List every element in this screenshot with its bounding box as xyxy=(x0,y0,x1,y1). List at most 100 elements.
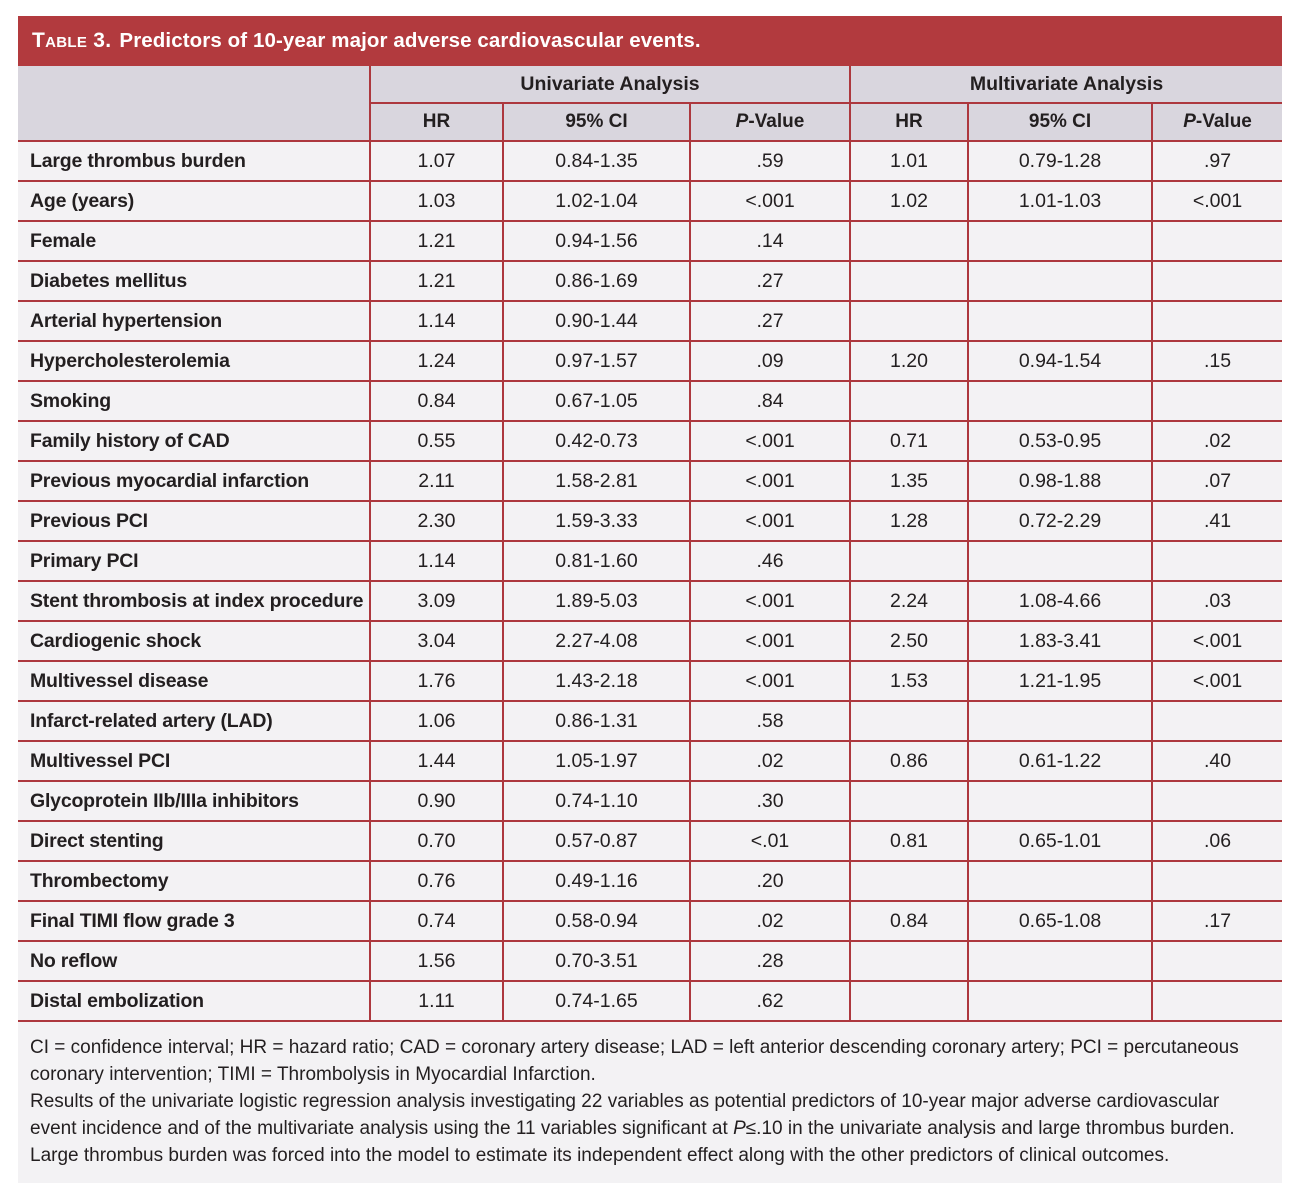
table-title: Predictors of 10-year major adverse card… xyxy=(119,29,701,52)
multivariate-ci-cell: 0.79-1.28 xyxy=(967,140,1154,182)
univariate-pvalue-cell: <.01 xyxy=(688,820,852,862)
multivariate-ci-cell xyxy=(967,220,1154,262)
multivariate-hr-cell xyxy=(849,860,970,902)
table-row: Family history of CAD 0.55 0.42-0.73 <.0… xyxy=(18,420,1283,462)
univariate-hr-cell: 0.74 xyxy=(369,900,504,942)
univariate-ci-cell: 0.94-1.56 xyxy=(502,220,691,262)
table-header: Univariate Analysis Multivariate Analysi… xyxy=(18,66,1283,142)
multivariate-hr-cell: 1.02 xyxy=(849,180,970,222)
univariate-pvalue-cell: <.001 xyxy=(688,580,852,622)
univariate-pvalue-cell: <.001 xyxy=(688,500,852,542)
univariate-ci-cell: 0.74-1.65 xyxy=(502,980,691,1022)
univariate-hr-cell: 2.11 xyxy=(369,460,504,502)
multivariate-pvalue-cell: .07 xyxy=(1151,460,1283,502)
multivariate-ci-cell xyxy=(967,940,1154,982)
table-row: No reflow 1.56 0.70-3.51 .28 xyxy=(18,940,1283,982)
table-row: Infarct-related artery (LAD) 1.06 0.86-1… xyxy=(18,700,1283,742)
multivariate-ci-cell: 0.65-1.08 xyxy=(967,900,1154,942)
univariate-hr-cell: 3.09 xyxy=(369,580,504,622)
table-body: Large thrombus burden 1.07 0.84-1.35 .59… xyxy=(18,140,1283,1022)
predictor-label: Primary PCI xyxy=(18,540,371,582)
table-row: Smoking 0.84 0.67-1.05 .84 xyxy=(18,380,1283,422)
table-row: Stent thrombosis at index procedure 3.09… xyxy=(18,580,1283,622)
multivariate-hr-cell: 0.81 xyxy=(849,820,970,862)
table-row: Glycoprotein IIb/IIIa inhibitors 0.90 0.… xyxy=(18,780,1283,822)
univariate-hr-cell: 1.06 xyxy=(369,700,504,742)
multivariate-ci-cell xyxy=(967,980,1154,1022)
multivariate-ci-cell: 1.01-1.03 xyxy=(967,180,1154,222)
hr-header-multivariate: HR xyxy=(849,102,970,142)
table-row: Previous myocardial infarction 2.11 1.58… xyxy=(18,460,1283,502)
multivariate-ci-cell: 0.53-0.95 xyxy=(967,420,1154,462)
univariate-hr-cell: 1.11 xyxy=(369,980,504,1022)
multivariate-pvalue-cell: <.001 xyxy=(1151,620,1283,662)
multivariate-ci-cell xyxy=(967,700,1154,742)
multivariate-ci-cell xyxy=(967,380,1154,422)
univariate-ci-cell: 0.67-1.05 xyxy=(502,380,691,422)
multivariate-ci-cell: 1.83-3.41 xyxy=(967,620,1154,662)
univariate-ci-cell: 1.43-2.18 xyxy=(502,660,691,702)
multivariate-hr-cell xyxy=(849,780,970,822)
predictor-label: Large thrombus burden xyxy=(18,140,371,182)
univariate-ci-cell: 1.89-5.03 xyxy=(502,580,691,622)
predictor-label: Distal embolization xyxy=(18,980,371,1022)
univariate-pvalue-cell: .14 xyxy=(688,220,852,262)
predictor-label: Arterial hypertension xyxy=(18,300,371,342)
multivariate-pvalue-cell xyxy=(1151,860,1283,902)
univariate-ci-cell: 0.84-1.35 xyxy=(502,140,691,182)
table-row: Diabetes mellitus 1.21 0.86-1.69 .27 xyxy=(18,260,1283,302)
multivariate-hr-cell: 0.71 xyxy=(849,420,970,462)
multivariate-hr-cell xyxy=(849,300,970,342)
results-note-post: ≤.10 in the univariate analysis and larg… xyxy=(30,1118,1235,1166)
univariate-ci-cell: 0.81-1.60 xyxy=(502,540,691,582)
table-row: Primary PCI 1.14 0.81-1.60 .46 xyxy=(18,540,1283,582)
univariate-ci-cell: 1.59-3.33 xyxy=(502,500,691,542)
multivariate-hr-cell: 1.35 xyxy=(849,460,970,502)
pvalue-header-text: P-Value xyxy=(735,111,805,132)
multivariate-pvalue-cell: <.001 xyxy=(1151,180,1283,222)
table-number-label: Table 3. xyxy=(32,29,112,52)
univariate-pvalue-cell: .84 xyxy=(688,380,852,422)
univariate-analysis-header: Univariate Analysis xyxy=(368,66,852,104)
univariate-ci-cell: 0.70-3.51 xyxy=(502,940,691,982)
multivariate-pvalue-cell: .03 xyxy=(1151,580,1283,622)
pvalue-header-univariate: P-Value xyxy=(688,102,852,142)
table-row: Final TIMI flow grade 3 0.74 0.58-0.94 .… xyxy=(18,900,1283,942)
multivariate-ci-cell: 0.65-1.01 xyxy=(967,820,1154,862)
multivariate-ci-cell: 0.72-2.29 xyxy=(967,500,1154,542)
multivariate-ci-cell xyxy=(967,860,1154,902)
univariate-pvalue-cell: <.001 xyxy=(688,180,852,222)
multivariate-ci-cell: 1.08-4.66 xyxy=(967,580,1154,622)
table-row: Multivessel PCI 1.44 1.05-1.97 .02 0.86 … xyxy=(18,740,1283,782)
predictor-label: Infarct-related artery (LAD) xyxy=(18,700,371,742)
univariate-hr-cell: 1.76 xyxy=(369,660,504,702)
pvalue-header-text: P-Value xyxy=(1183,111,1252,132)
table-row: Large thrombus burden 1.07 0.84-1.35 .59… xyxy=(18,140,1283,182)
univariate-ci-cell: 0.86-1.31 xyxy=(502,700,691,742)
multivariate-ci-cell: 0.61-1.22 xyxy=(967,740,1154,782)
pvalue-header-multivariate: P-Value xyxy=(1151,102,1283,142)
multivariate-pvalue-cell: .97 xyxy=(1151,140,1283,182)
univariate-pvalue-cell: <.001 xyxy=(688,660,852,702)
predictor-label: Family history of CAD xyxy=(18,420,371,462)
univariate-ci-cell: 0.86-1.69 xyxy=(502,260,691,302)
results-note-p-symbol: P xyxy=(733,1118,746,1139)
multivariate-hr-cell xyxy=(849,540,970,582)
univariate-ci-cell: 0.58-0.94 xyxy=(502,900,691,942)
predictors-table: Univariate Analysis Multivariate Analysi… xyxy=(18,66,1283,1022)
univariate-hr-cell: 1.03 xyxy=(369,180,504,222)
multivariate-pvalue-cell xyxy=(1151,540,1283,582)
multivariate-hr-cell: 2.24 xyxy=(849,580,970,622)
univariate-hr-cell: 1.24 xyxy=(369,340,504,382)
table-row: Age (years) 1.03 1.02-1.04 <.001 1.02 1.… xyxy=(18,180,1283,222)
predictor-label: Female xyxy=(18,220,371,262)
multivariate-pvalue-cell: .41 xyxy=(1151,500,1283,542)
multivariate-pvalue-cell xyxy=(1151,260,1283,302)
univariate-ci-cell: 0.74-1.10 xyxy=(502,780,691,822)
univariate-hr-cell: 2.30 xyxy=(369,500,504,542)
multivariate-pvalue-cell xyxy=(1151,220,1283,262)
univariate-ci-cell: 1.05-1.97 xyxy=(502,740,691,782)
multivariate-pvalue-cell: .15 xyxy=(1151,340,1283,382)
predictor-label: Previous PCI xyxy=(18,500,371,542)
univariate-pvalue-cell: <.001 xyxy=(688,460,852,502)
